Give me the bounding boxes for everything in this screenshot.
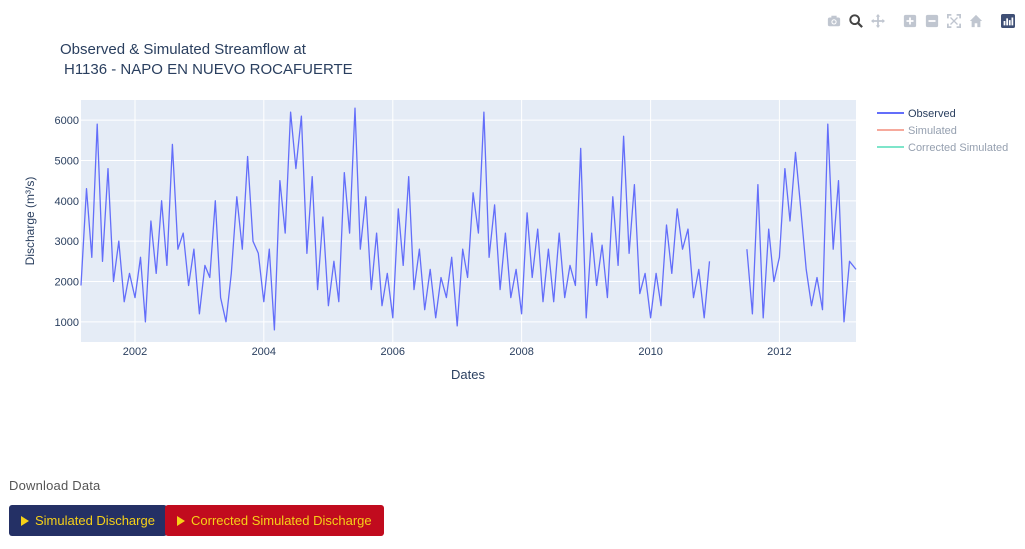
zoom-icon[interactable] — [847, 12, 865, 30]
simulated-discharge-label: Simulated Discharge — [35, 513, 155, 528]
corrected-simulated-discharge-button[interactable]: Corrected Simulated Discharge — [165, 505, 384, 536]
legend-item-simulated[interactable]: Simulated — [877, 125, 957, 137]
y-tick-label: 6000 — [55, 115, 79, 127]
legend[interactable]: Observed Simulated Corrected Simulated — [877, 108, 1008, 154]
legend-label: Observed — [908, 108, 956, 120]
pan-icon[interactable] — [869, 12, 887, 30]
zoom-in-icon[interactable] — [901, 12, 919, 30]
series-layer[interactable] — [80, 107, 857, 331]
chart-title-line2: H1136 - NAPO EN NUEVO ROCAFUERTE — [64, 61, 353, 78]
play-icon — [21, 515, 29, 526]
legend-item-observed[interactable]: Observed — [877, 108, 956, 120]
y-tick-labels: 1000 2000 3000 4000 5000 6000 — [55, 115, 79, 329]
x-axis-title: Dates — [451, 367, 485, 382]
download-data-label: Download Data — [9, 478, 101, 493]
legend-label: Corrected Simulated — [908, 142, 1008, 154]
x-tick-label: 2012 — [767, 346, 791, 358]
y-axis-title: Discharge (m³/s) — [23, 177, 37, 266]
modebar — [821, 12, 1017, 30]
y-tick-label: 4000 — [55, 196, 79, 208]
x-tick-label: 2008 — [509, 346, 533, 358]
simulated-discharge-button[interactable]: Simulated Discharge — [9, 505, 167, 536]
corrected-simulated-discharge-label: Corrected Simulated Discharge — [191, 513, 372, 528]
y-tick-label: 2000 — [55, 277, 79, 289]
plot-background — [81, 100, 856, 342]
plotly-logo-icon[interactable] — [999, 12, 1017, 30]
series-line-observed[interactable] — [80, 107, 857, 331]
legend-item-corrected-simulated[interactable]: Corrected Simulated — [877, 142, 1008, 154]
legend-label: Simulated — [908, 125, 957, 137]
reset-axes-icon[interactable] — [967, 12, 985, 30]
x-tick-label: 2002 — [123, 346, 147, 358]
play-icon — [177, 515, 185, 526]
chart-title-line1: Observed & Simulated Streamflow at — [60, 41, 307, 58]
y-tick-label: 1000 — [55, 317, 79, 329]
x-tick-label: 2010 — [638, 346, 662, 358]
y-tick-label: 3000 — [55, 236, 79, 248]
y-tick-label: 5000 — [55, 156, 79, 168]
x-tick-label: 2006 — [381, 346, 405, 358]
zoom-out-icon[interactable] — [923, 12, 941, 30]
autoscale-icon[interactable] — [945, 12, 963, 30]
x-tick-labels: 2002 2004 2006 2008 2010 2012 — [123, 346, 792, 358]
camera-icon[interactable] — [825, 12, 843, 30]
gridlines — [81, 100, 856, 342]
x-tick-label: 2004 — [252, 346, 276, 358]
